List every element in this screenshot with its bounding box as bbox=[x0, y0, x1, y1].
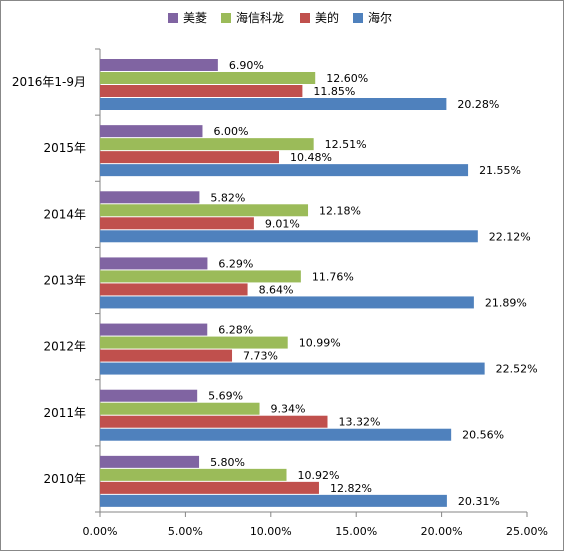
bar bbox=[100, 85, 303, 97]
data-label: 8.64% bbox=[259, 283, 294, 296]
data-label: 6.28% bbox=[218, 324, 253, 337]
data-label: 12.82% bbox=[330, 482, 372, 495]
bar bbox=[100, 336, 288, 349]
bar bbox=[100, 323, 208, 336]
bar bbox=[100, 494, 447, 507]
data-label: 12.18% bbox=[319, 204, 361, 217]
y-category-label: 2015年 bbox=[43, 141, 86, 155]
data-label: 5.82% bbox=[210, 191, 245, 204]
data-label: 10.92% bbox=[298, 469, 340, 482]
bar bbox=[100, 98, 447, 110]
legend-swatch bbox=[353, 13, 363, 23]
bar bbox=[100, 402, 260, 415]
bar bbox=[100, 362, 485, 375]
y-category-label: 2014年 bbox=[43, 207, 86, 221]
data-label: 12.60% bbox=[326, 72, 368, 85]
data-label: 11.76% bbox=[312, 270, 354, 283]
bar bbox=[100, 72, 316, 84]
bar bbox=[100, 349, 233, 362]
x-tick-label: 10.00% bbox=[250, 525, 292, 538]
data-label: 10.48% bbox=[290, 151, 332, 164]
x-tick-label: 15.00% bbox=[335, 525, 377, 538]
bar bbox=[100, 283, 248, 296]
legend-label: 海尔 bbox=[368, 10, 392, 25]
plot-area: 0.00% 5.00% 10.00% 15.00% 20.00% 25.00% 2016年1… bbox=[12, 48, 548, 538]
data-label: 6.29% bbox=[218, 257, 253, 270]
x-tick-label: 25.00% bbox=[506, 525, 548, 538]
y-category-label: 2012年 bbox=[43, 340, 86, 354]
legend-swatch bbox=[300, 13, 310, 23]
data-label: 6.90% bbox=[229, 59, 264, 72]
bar bbox=[100, 257, 208, 270]
x-tick-label: 0.00% bbox=[83, 525, 118, 538]
x-tick-label: 5.00% bbox=[168, 525, 203, 538]
legend-label: 美的 bbox=[315, 10, 339, 25]
legend: 美菱 海信科龙 美的 海尔 bbox=[168, 10, 392, 25]
data-label: 11.85% bbox=[313, 85, 355, 98]
data-label: 5.80% bbox=[210, 456, 245, 469]
legend-label: 美菱 bbox=[183, 11, 207, 25]
data-label: 12.51% bbox=[325, 138, 367, 151]
y-category-label: 2016年1-9月 bbox=[12, 75, 86, 89]
data-label: 10.99% bbox=[299, 337, 341, 350]
data-label: 9.01% bbox=[265, 217, 300, 230]
data-label: 6.00% bbox=[213, 125, 248, 138]
data-label: 22.52% bbox=[496, 363, 538, 376]
bar bbox=[100, 204, 309, 217]
bar bbox=[100, 468, 287, 481]
bar bbox=[100, 151, 279, 164]
data-label: 20.31% bbox=[458, 495, 500, 508]
bar bbox=[100, 125, 203, 138]
bar bbox=[100, 455, 200, 468]
data-label: 5.69% bbox=[208, 390, 243, 403]
bar bbox=[100, 296, 474, 309]
data-label: 21.55% bbox=[479, 164, 521, 177]
bar bbox=[100, 191, 200, 204]
bar bbox=[100, 389, 198, 402]
y-category-label: 2011年 bbox=[43, 406, 86, 420]
bar bbox=[100, 217, 254, 230]
bar bbox=[100, 164, 469, 177]
legend-label: 海信科龙 bbox=[236, 10, 284, 25]
data-label: 7.73% bbox=[243, 350, 278, 363]
bar bbox=[100, 230, 478, 243]
y-category-label: 2013年 bbox=[43, 274, 86, 288]
legend-swatch bbox=[168, 13, 178, 23]
x-tick-label: 20.00% bbox=[421, 525, 463, 538]
bar bbox=[100, 59, 218, 71]
y-category-label: 2010年 bbox=[43, 472, 86, 486]
data-label: 9.34% bbox=[271, 403, 306, 416]
bar bbox=[100, 481, 319, 494]
legend-swatch bbox=[221, 13, 231, 23]
data-label: 20.56% bbox=[462, 429, 504, 442]
data-label: 21.89% bbox=[485, 296, 527, 309]
data-label: 13.32% bbox=[339, 416, 381, 429]
bar bbox=[100, 428, 452, 441]
data-label: 22.12% bbox=[489, 230, 531, 243]
bar bbox=[100, 270, 301, 283]
bar bbox=[100, 415, 328, 428]
bar bbox=[100, 138, 314, 151]
data-label: 20.28% bbox=[457, 98, 499, 111]
